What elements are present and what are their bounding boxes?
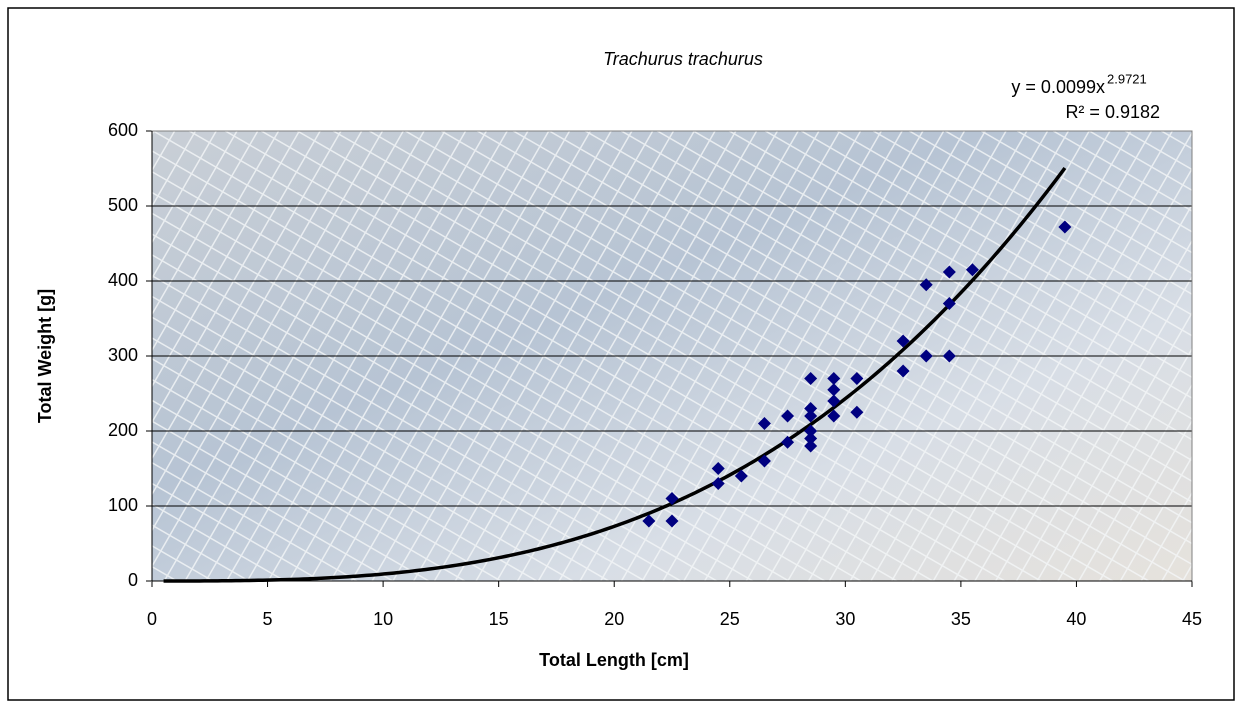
y-tick-label: 600 — [108, 120, 138, 140]
trendline-exponent: 2.9721 — [1107, 71, 1147, 86]
data-point — [711, 477, 725, 490]
data-point — [804, 439, 818, 453]
y-tick-label: 200 — [108, 420, 138, 440]
y-tick-label: 400 — [108, 270, 138, 290]
data-point — [827, 409, 841, 423]
trendline-r-squared: R² = 0.9182 — [1065, 102, 1160, 122]
x-tick-label: 10 — [373, 609, 393, 629]
data-point — [804, 402, 818, 415]
y-tick-label: 300 — [108, 345, 138, 365]
data-point — [665, 514, 679, 528]
data-point — [942, 297, 956, 310]
data-point — [896, 334, 910, 348]
x-tick-label: 0 — [147, 609, 157, 629]
y-tick-label: 500 — [108, 195, 138, 215]
data-point — [757, 417, 771, 430]
data-point — [827, 383, 841, 397]
data-point — [804, 424, 818, 438]
x-tick-label: 40 — [1066, 609, 1086, 629]
y-tick-label: 0 — [128, 570, 138, 590]
data-point — [757, 454, 771, 468]
x-tick-label: 25 — [720, 609, 740, 629]
x-axis-title: Total Length [cm] — [539, 650, 689, 670]
data-point — [827, 372, 841, 385]
data-point — [896, 364, 910, 378]
chart-title: Trachurus trachurus — [603, 49, 763, 69]
data-point — [642, 514, 656, 528]
x-tick-label: 45 — [1182, 609, 1202, 629]
data-point — [804, 372, 818, 385]
trendline — [163, 166, 1067, 583]
data-point — [827, 394, 841, 408]
x-tick-label: 15 — [489, 609, 509, 629]
data-point — [919, 278, 933, 292]
x-tick-label: 30 — [835, 609, 855, 629]
trendline-equation: y = 0.0099x — [1011, 77, 1105, 97]
data-point — [711, 462, 725, 475]
data-point — [965, 263, 979, 277]
data-point — [919, 349, 933, 363]
data-point — [850, 405, 864, 419]
data-point — [850, 372, 864, 385]
data-point — [942, 265, 956, 279]
data-point — [734, 469, 748, 483]
data-point — [804, 432, 818, 445]
y-axis-title: Total Weight [g] — [35, 289, 55, 423]
data-point — [804, 409, 818, 423]
data-point — [781, 435, 795, 449]
x-tick-label: 35 — [951, 609, 971, 629]
data-point — [665, 492, 679, 505]
y-tick-label: 100 — [108, 495, 138, 515]
data-point — [1058, 220, 1072, 234]
x-tick-label: 20 — [604, 609, 624, 629]
x-tick-label: 5 — [263, 609, 273, 629]
data-point — [942, 349, 956, 363]
data-point — [781, 409, 795, 423]
